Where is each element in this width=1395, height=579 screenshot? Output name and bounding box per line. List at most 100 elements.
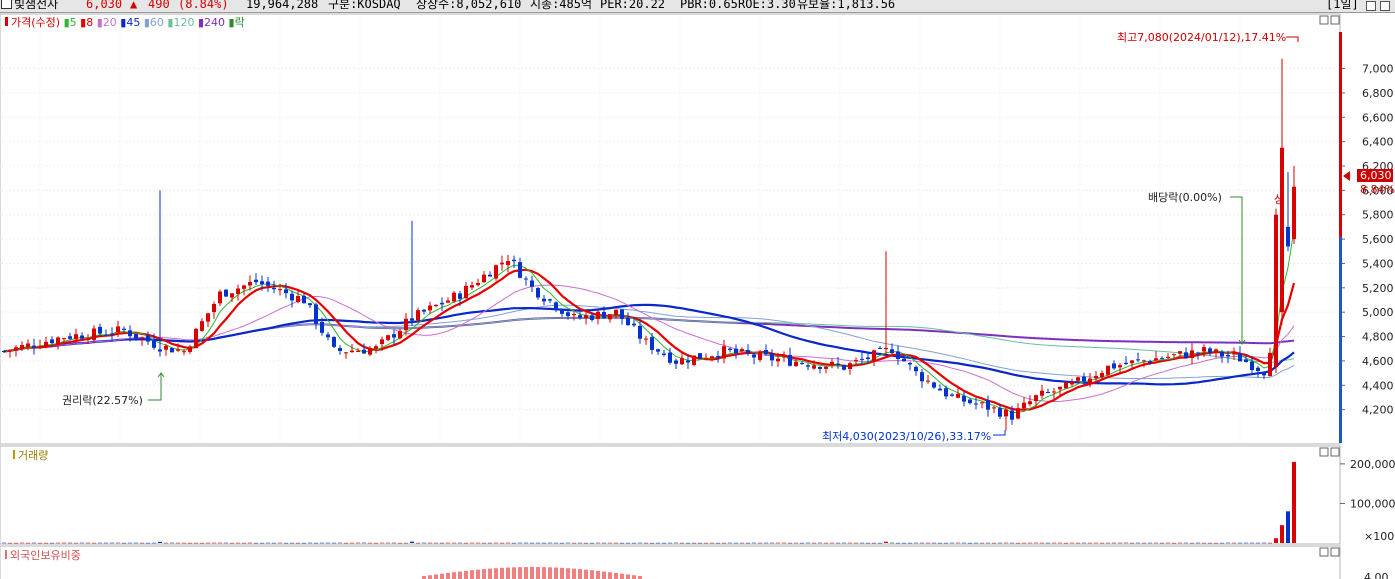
volume-bar <box>770 542 774 544</box>
volume-pane-min-icon[interactable] <box>1319 447 1329 457</box>
foreign-pane-min-icon[interactable] <box>1319 547 1329 557</box>
foreign-bar <box>434 574 438 579</box>
candle-body <box>1124 362 1128 365</box>
volume-bar <box>140 542 144 544</box>
candle-body <box>1004 409 1008 417</box>
candle-body <box>290 293 294 301</box>
rights-marker-arrow <box>148 374 162 401</box>
volume-bar <box>788 542 792 544</box>
candle-body <box>1196 352 1200 354</box>
candle-body <box>92 328 96 340</box>
volume-pane-close-icon[interactable] <box>1330 447 1340 457</box>
volume-bar <box>272 542 276 544</box>
period-button[interactable]: [1일] <box>1326 0 1359 11</box>
legend-item-4: 45 <box>126 16 140 29</box>
candle-body <box>1142 360 1146 362</box>
candle-body <box>98 326 102 334</box>
volume-bar <box>158 541 162 543</box>
volume-bar <box>278 542 282 544</box>
candle-body <box>746 350 750 354</box>
candle-body <box>1190 350 1194 358</box>
volume-bar <box>260 542 264 544</box>
candle-body <box>386 335 390 340</box>
volume-bar <box>1226 542 1230 544</box>
volume-bar <box>32 542 36 544</box>
candle-body <box>848 363 852 370</box>
volume-bar <box>20 542 24 544</box>
volume-bar <box>542 542 546 544</box>
volume-bar <box>200 542 204 544</box>
volume-bar <box>854 542 858 544</box>
candle-body <box>584 315 588 319</box>
volume-bar <box>674 542 678 544</box>
volume-bar <box>812 542 816 544</box>
ma-line-45 <box>3 303 1295 386</box>
close-icon[interactable] <box>1380 1 1390 11</box>
volume-axis: 200,000 100,000 ×100 <box>1340 458 1395 543</box>
candle-body <box>824 366 828 369</box>
candle-body <box>74 334 78 340</box>
candle-body <box>512 259 516 262</box>
candle-body <box>902 358 906 362</box>
volume-bar <box>14 542 18 544</box>
volume-bar <box>374 542 378 544</box>
candle-body <box>218 291 222 304</box>
minimize-icon[interactable] <box>1366 1 1376 11</box>
volume-bar <box>1166 542 1170 544</box>
candle-body <box>1022 402 1026 409</box>
volume-bar <box>998 542 1002 544</box>
volume-bar <box>518 542 522 544</box>
foreign-bar <box>608 572 612 579</box>
foreign-bar <box>458 571 462 579</box>
candle-body <box>554 302 558 310</box>
volume-bar <box>26 542 30 544</box>
listed-shares: 상장수:8,052,610 <box>416 0 522 11</box>
candle-body <box>1280 147 1284 313</box>
volume-bar <box>92 542 96 544</box>
candle-body <box>758 352 762 360</box>
candle-body <box>236 288 240 294</box>
change-percent: (8.84%) <box>178 0 229 11</box>
price-pane-min-icon[interactable] <box>1319 15 1329 25</box>
foreign-bar <box>530 567 534 579</box>
candle-body <box>1130 360 1134 364</box>
volume-bar <box>962 542 966 544</box>
volume-bar <box>566 542 570 544</box>
candle-body <box>722 346 726 359</box>
candle-body <box>686 360 690 363</box>
candle-body <box>752 354 756 358</box>
candle-body <box>626 317 630 326</box>
volume-bar <box>44 542 48 544</box>
foreign-bar <box>470 570 474 579</box>
price-pane-close-icon[interactable] <box>1330 15 1340 25</box>
current-change-label: 8.84% <box>1360 183 1395 196</box>
volume-bar <box>68 542 72 544</box>
candle-body <box>842 364 846 370</box>
volume-bar <box>524 542 528 544</box>
foreign-bar <box>584 569 588 579</box>
volume-bar <box>1022 542 1026 544</box>
candle-body <box>956 393 960 398</box>
candle-body <box>476 283 480 286</box>
candle-body <box>278 289 282 291</box>
window-control-icon[interactable] <box>1 0 12 9</box>
volume-bar <box>572 542 576 544</box>
volume-bar <box>722 542 726 544</box>
candle-body <box>440 302 444 305</box>
candle-body <box>32 345 36 348</box>
foreign-pane-close-icon[interactable] <box>1330 547 1340 557</box>
candle-body <box>356 350 360 352</box>
volume-pane: 거래량 200,000 100,000 ×100 <box>0 445 1395 545</box>
volume-bar <box>296 542 300 544</box>
price-tick-label: 5,800 <box>1362 209 1394 222</box>
candle-body <box>326 334 330 338</box>
candle-body <box>362 349 366 354</box>
volume-bar <box>80 542 84 544</box>
candle-body <box>998 408 1002 417</box>
foreign-bar <box>542 567 546 579</box>
volume-bar <box>620 542 624 544</box>
volume-bar <box>1250 542 1254 544</box>
candle-body <box>1094 375 1098 379</box>
candle-body <box>668 352 672 363</box>
foreign-bar <box>476 569 480 579</box>
